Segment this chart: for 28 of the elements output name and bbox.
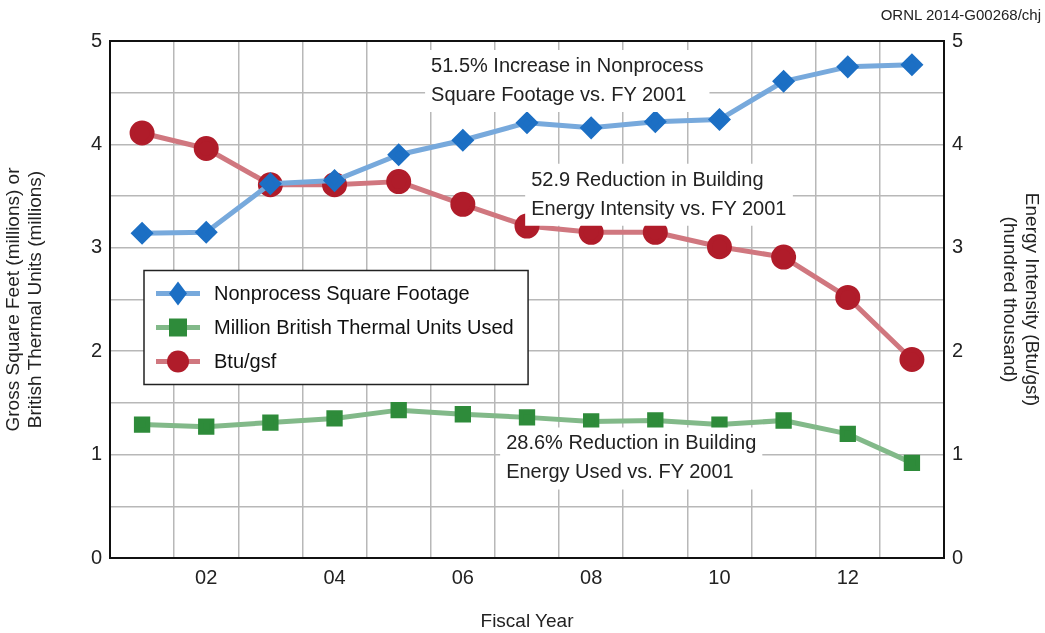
y-tick-label: 4: [90, 131, 102, 154]
x-tick-label: 06: [451, 565, 474, 588]
y2-tick-label: 4: [952, 131, 964, 154]
annotation: 52.9 Reduction in Building Energy Intensity vs. FY 2001: [531, 167, 787, 219]
y-tick-label: 5: [90, 28, 102, 51]
legend-label: Million British Thermal Units Used: [214, 316, 514, 339]
y2-tick-label: 0: [952, 545, 964, 568]
legend-label: Nonprocess Square Footage: [214, 282, 470, 305]
y-axis-title: Gross Square Feet (millions) or British Thermal Units (millions): [1, 166, 46, 432]
annotation: 51.5% Increase in Nonprocess Square Footage vs. FY 2001: [431, 54, 704, 106]
annotation: 28.6% Reduction in Building Energy Used vs. FY 2001: [506, 431, 757, 483]
y-tick-label: 0: [90, 545, 102, 568]
legend-label: Btu/gsf: [214, 350, 277, 373]
x-tick-label: 04: [323, 565, 346, 588]
x-axis-title: Fiscal Year: [480, 609, 575, 631]
y2-tick-label: 5: [952, 28, 964, 51]
y2-tick-label: 3: [952, 235, 964, 258]
x-tick-label: 08: [580, 565, 603, 588]
y2-tick-label: 2: [952, 338, 964, 361]
y2-axis-title: Energy Intensity (Btu/gsf) (hundred thousand): [999, 192, 1044, 407]
x-tick-label: 02: [195, 565, 218, 588]
y-tick-label: 2: [90, 338, 102, 361]
y-tick-label: 3: [90, 235, 102, 258]
x-tick-label: 12: [836, 565, 859, 588]
x-tick-label: 10: [708, 565, 731, 588]
text: ORNL 2014-G00268/chj: [880, 6, 1041, 23]
y-tick-label: 1: [90, 442, 102, 465]
y2-tick-label: 1: [952, 442, 964, 465]
